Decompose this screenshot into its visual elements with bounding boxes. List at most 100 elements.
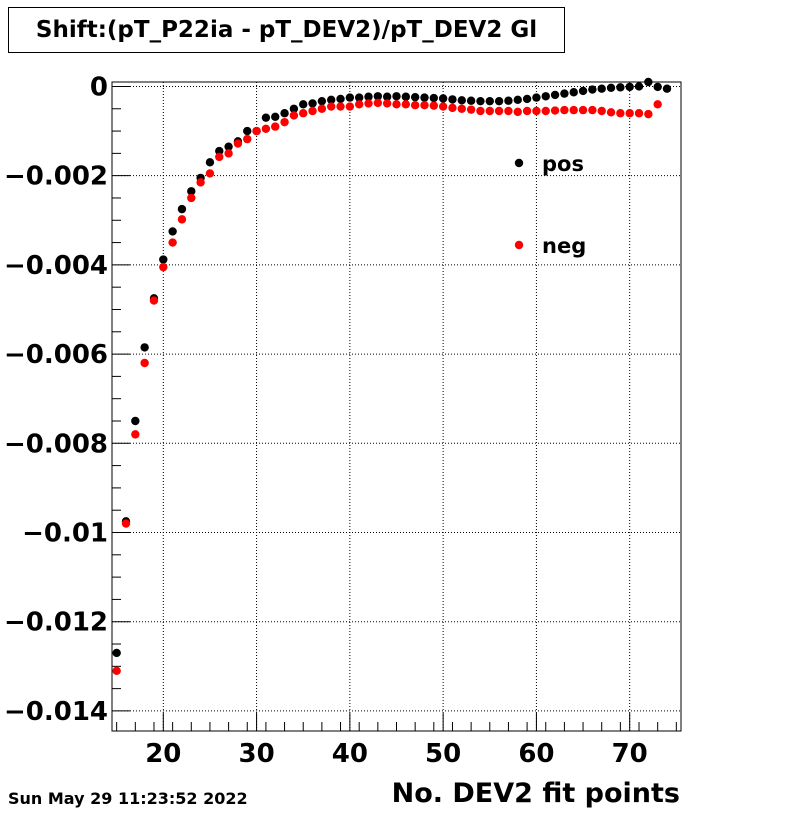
neg-point	[438, 102, 448, 111]
pos-point	[410, 92, 420, 102]
pos-point	[578, 86, 588, 96]
pos-point	[345, 93, 355, 102]
pos-point	[224, 142, 233, 151]
pos-point	[597, 84, 606, 93]
y-tick-label-0: 0	[90, 72, 108, 102]
pos-point	[382, 92, 392, 101]
pos-point	[522, 94, 532, 104]
neg-point	[308, 106, 317, 116]
axes-layer: 20 30 40 50 60 70 0 −0.002 −0.004 −0.006 −0.008 −0.…	[4, 72, 682, 769]
neg-point	[299, 109, 308, 118]
legend: pos neg	[514, 152, 586, 258]
neg-point	[616, 109, 625, 118]
pos-point	[271, 112, 280, 121]
pos-point	[448, 95, 457, 104]
pos-point	[168, 227, 177, 236]
x-axis-label: No. DEV2 fit points	[391, 778, 680, 809]
y-tick-label-4: −0.008	[4, 429, 108, 459]
x-tick-label-3: 50	[425, 739, 461, 769]
neg-point	[149, 296, 159, 305]
y-tick-label-1: −0.002	[4, 162, 108, 192]
pos-point	[420, 93, 429, 102]
neg-point	[364, 99, 373, 108]
legend-marker-neg	[514, 240, 524, 250]
neg-point	[644, 109, 653, 119]
neg-point	[215, 152, 224, 162]
pos-point	[625, 82, 634, 92]
pos-point	[215, 146, 224, 156]
pos-point	[466, 96, 476, 105]
neg-point	[280, 117, 289, 127]
neg-point	[373, 98, 383, 108]
neg-point	[457, 104, 466, 113]
neg-point	[233, 139, 243, 148]
neg-point	[578, 105, 588, 115]
legend-label-pos: pos	[542, 152, 584, 176]
neg-point	[131, 430, 140, 439]
pos-point	[616, 83, 625, 92]
pos-point	[373, 92, 383, 101]
neg-point	[205, 169, 215, 178]
pos-point	[569, 88, 578, 97]
pos-point	[354, 93, 364, 102]
pos-point	[112, 648, 121, 658]
y-tick-label-6: −0.012	[4, 608, 108, 638]
neg-point	[327, 102, 336, 111]
pos-point	[541, 92, 550, 101]
neg-point	[140, 358, 149, 368]
y-tick-label-2: −0.004	[4, 251, 108, 281]
pos-point	[457, 96, 466, 105]
neg-point	[541, 106, 550, 116]
neg-point	[448, 103, 457, 113]
neg-point	[243, 134, 252, 144]
legend-label-neg: neg	[542, 234, 586, 258]
neg-point	[289, 111, 299, 120]
neg-point	[261, 124, 271, 134]
neg-point	[354, 100, 364, 109]
pos-point	[243, 126, 252, 136]
pos-point	[588, 85, 597, 94]
neg-point	[476, 106, 485, 116]
pos-point	[662, 84, 672, 93]
pos-point	[131, 416, 140, 426]
pos-point	[177, 204, 187, 214]
pos-point	[476, 96, 485, 106]
neg-point	[187, 193, 196, 203]
pos-point	[401, 92, 411, 101]
neg-point	[159, 262, 168, 272]
pos-point	[205, 158, 215, 167]
neg-point	[569, 105, 578, 115]
neg-point	[168, 238, 177, 247]
neg-point	[410, 100, 420, 110]
pos-point	[438, 94, 448, 103]
neg-point	[597, 106, 606, 116]
pos-point	[336, 94, 345, 104]
pos-point	[261, 113, 271, 122]
neg-point	[177, 215, 187, 224]
neg-point	[336, 102, 345, 111]
neg-point	[224, 149, 233, 158]
legend-marker-pos	[514, 158, 524, 168]
pos-point	[187, 187, 196, 196]
y-tick-label-7: −0.014	[4, 697, 108, 727]
neg-point	[401, 100, 411, 109]
pos-point	[550, 90, 560, 100]
pos-point	[513, 95, 522, 105]
neg-point	[121, 519, 131, 528]
neg-point	[271, 122, 280, 131]
y-tick-label-3: −0.006	[4, 340, 108, 370]
pos-point	[392, 92, 401, 101]
pos-point	[504, 96, 513, 105]
neg-point	[466, 105, 476, 114]
neg-point	[588, 105, 597, 115]
pos-point	[327, 95, 336, 105]
neg-point	[494, 106, 504, 116]
x-tick-label-2: 40	[332, 739, 368, 769]
neg-point	[392, 100, 401, 109]
neg-point	[429, 101, 439, 110]
pos-point	[159, 255, 168, 264]
pos-point	[140, 343, 149, 352]
neg-point	[420, 100, 429, 110]
x-tick-label-4: 60	[518, 739, 554, 769]
